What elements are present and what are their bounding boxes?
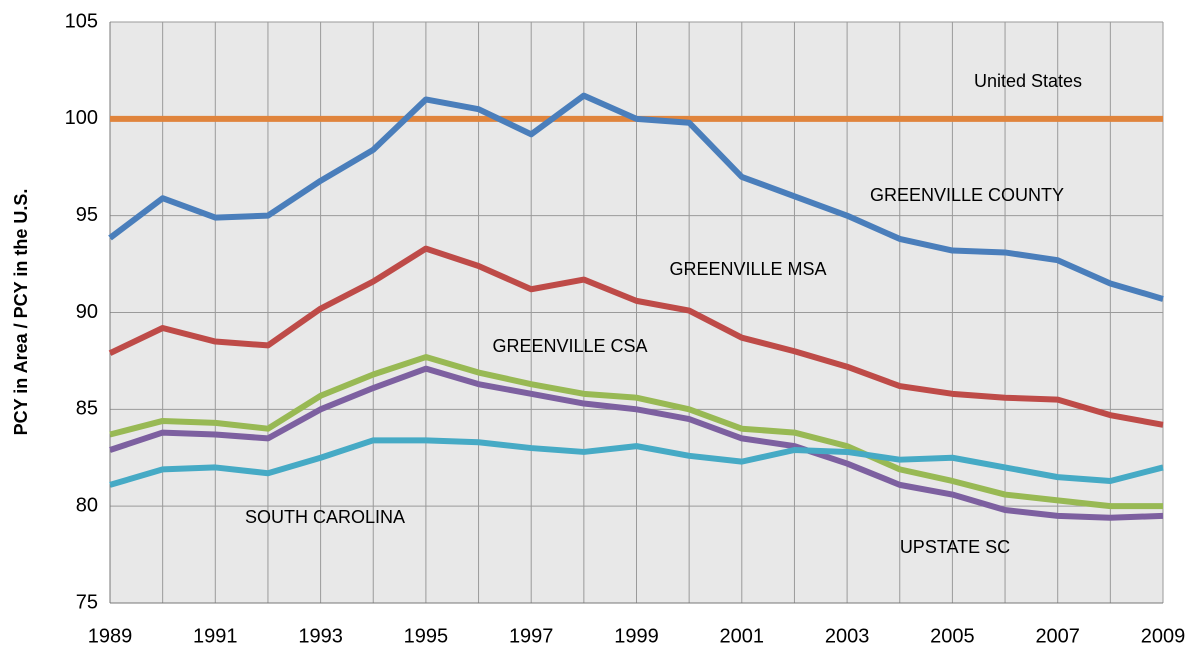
x-tick-label: 1999 (614, 625, 659, 647)
series-label: GREENVILLE MSA (669, 259, 826, 279)
series-label: UPSTATE SC (900, 537, 1010, 557)
y-tick-label: 90 (76, 301, 98, 323)
series-label: GREENVILLE COUNTY (870, 185, 1064, 205)
series-line (109, 437, 1164, 488)
x-tick-label: 1997 (509, 625, 554, 647)
y-axis-label: PCY in Area / PCY in the U.S. (11, 189, 31, 436)
y-tick-label: 100 (65, 107, 98, 129)
x-tick-label: 1991 (193, 625, 238, 647)
y-tick-label: 80 (76, 494, 98, 516)
x-tick-label: 2009 (1141, 625, 1186, 647)
series-line (108, 245, 1164, 428)
y-tick-label: 75 (76, 591, 98, 613)
series-line (109, 354, 1163, 510)
x-tick-label: 1993 (298, 625, 343, 647)
x-tick-label: 2007 (1035, 625, 1080, 647)
x-tick-label: 1989 (88, 625, 133, 647)
x-tick-label: 2001 (720, 625, 765, 647)
series-label: GREENVILLE CSA (492, 336, 647, 356)
series-label: United States (974, 71, 1082, 91)
x-tick-label: 2003 (825, 625, 870, 647)
series-label: SOUTH CAROLINA (245, 507, 405, 527)
y-tick-label: 85 (76, 398, 98, 420)
x-tick-label: 1995 (404, 625, 449, 647)
y-tick-label: 105 (65, 10, 98, 32)
y-tick-label: 95 (76, 204, 98, 226)
x-tick-label: 2005 (930, 625, 975, 647)
series-line (108, 92, 1164, 302)
series-line (109, 365, 1164, 521)
